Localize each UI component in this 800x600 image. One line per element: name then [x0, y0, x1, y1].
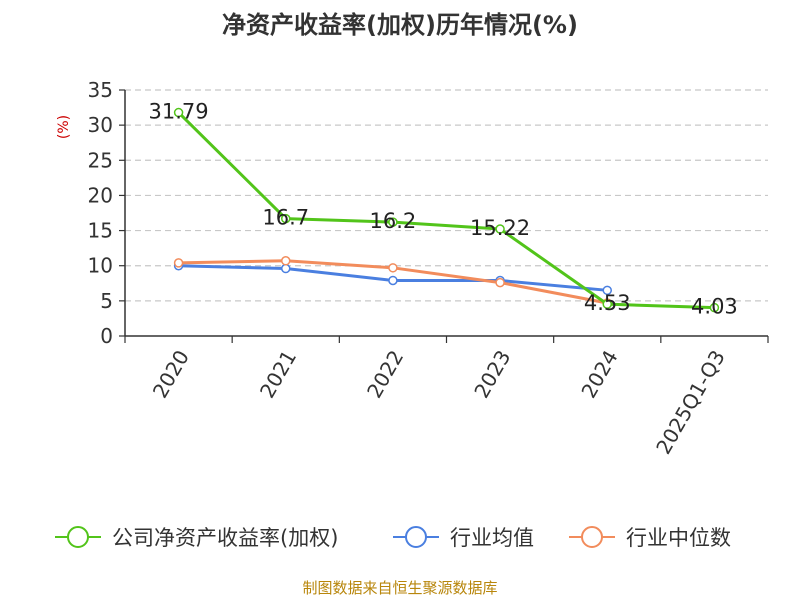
data-point — [173, 258, 184, 268]
data-point — [281, 256, 291, 266]
legend-label: 公司净资产收益率(加权) — [112, 526, 338, 550]
data-label: 31.79 — [149, 100, 209, 124]
data-point — [388, 275, 398, 286]
data-point — [388, 217, 398, 227]
data-point — [602, 299, 612, 309]
data-point — [281, 263, 291, 274]
data-label: 16.7 — [262, 206, 309, 230]
legend-marker — [581, 526, 603, 548]
x-tick-label: 2020 — [148, 346, 194, 402]
x-tick-label: 2024 — [576, 346, 622, 402]
data-point — [173, 107, 184, 118]
y-tick-label: 20 — [88, 183, 113, 207]
legend-label: 行业中位数 — [626, 526, 731, 550]
y-tick-label: 5 — [100, 289, 113, 313]
legend-marker — [67, 526, 89, 548]
legend: 公司净资产收益率(加权) 行业均值 行业中位数 — [55, 526, 731, 550]
source-note: 制图数据来自恒生聚源数据库 — [302, 579, 497, 597]
y-tick-label: 25 — [88, 148, 113, 172]
y-tick-label: 30 — [88, 113, 113, 137]
y-axis-label: (%) — [56, 115, 72, 139]
data-point — [495, 277, 505, 288]
data-label: 4.53 — [584, 291, 631, 315]
y-tick-label: 15 — [88, 219, 113, 243]
data-point — [388, 263, 398, 273]
axes: 0 5 10 15 20 25 30 35 2020 2021 2022 2023 2024 2025Q1… — [88, 78, 769, 458]
series-layer — [173, 107, 720, 313]
data-point — [281, 213, 291, 224]
x-tick-label: 2021 — [255, 346, 301, 402]
data-point — [709, 302, 720, 313]
data-point — [602, 285, 612, 296]
y-tick-label: 35 — [88, 78, 113, 102]
legend-marker — [405, 526, 427, 548]
data-label: 4.03 — [691, 295, 738, 319]
x-tick-label: 2025Q1-Q3 — [651, 346, 730, 458]
grid-lines — [125, 89, 768, 302]
data-labels: 31.79 16.7 16.2 15.22 4.53 4.03 — [149, 100, 738, 319]
x-tick-label: 2022 — [362, 346, 408, 402]
data-label: 16.2 — [370, 209, 417, 233]
y-tick-label: 10 — [88, 254, 113, 278]
y-tick-label: 0 — [100, 324, 113, 348]
chart-title: 净资产收益率(加权)历年情况(%) — [222, 11, 578, 39]
data-point — [495, 224, 505, 234]
legend-label: 行业均值 — [450, 526, 534, 550]
series-line — [177, 111, 715, 310]
data-label: 15.22 — [470, 216, 530, 240]
x-tick-label: 2023 — [469, 346, 515, 402]
